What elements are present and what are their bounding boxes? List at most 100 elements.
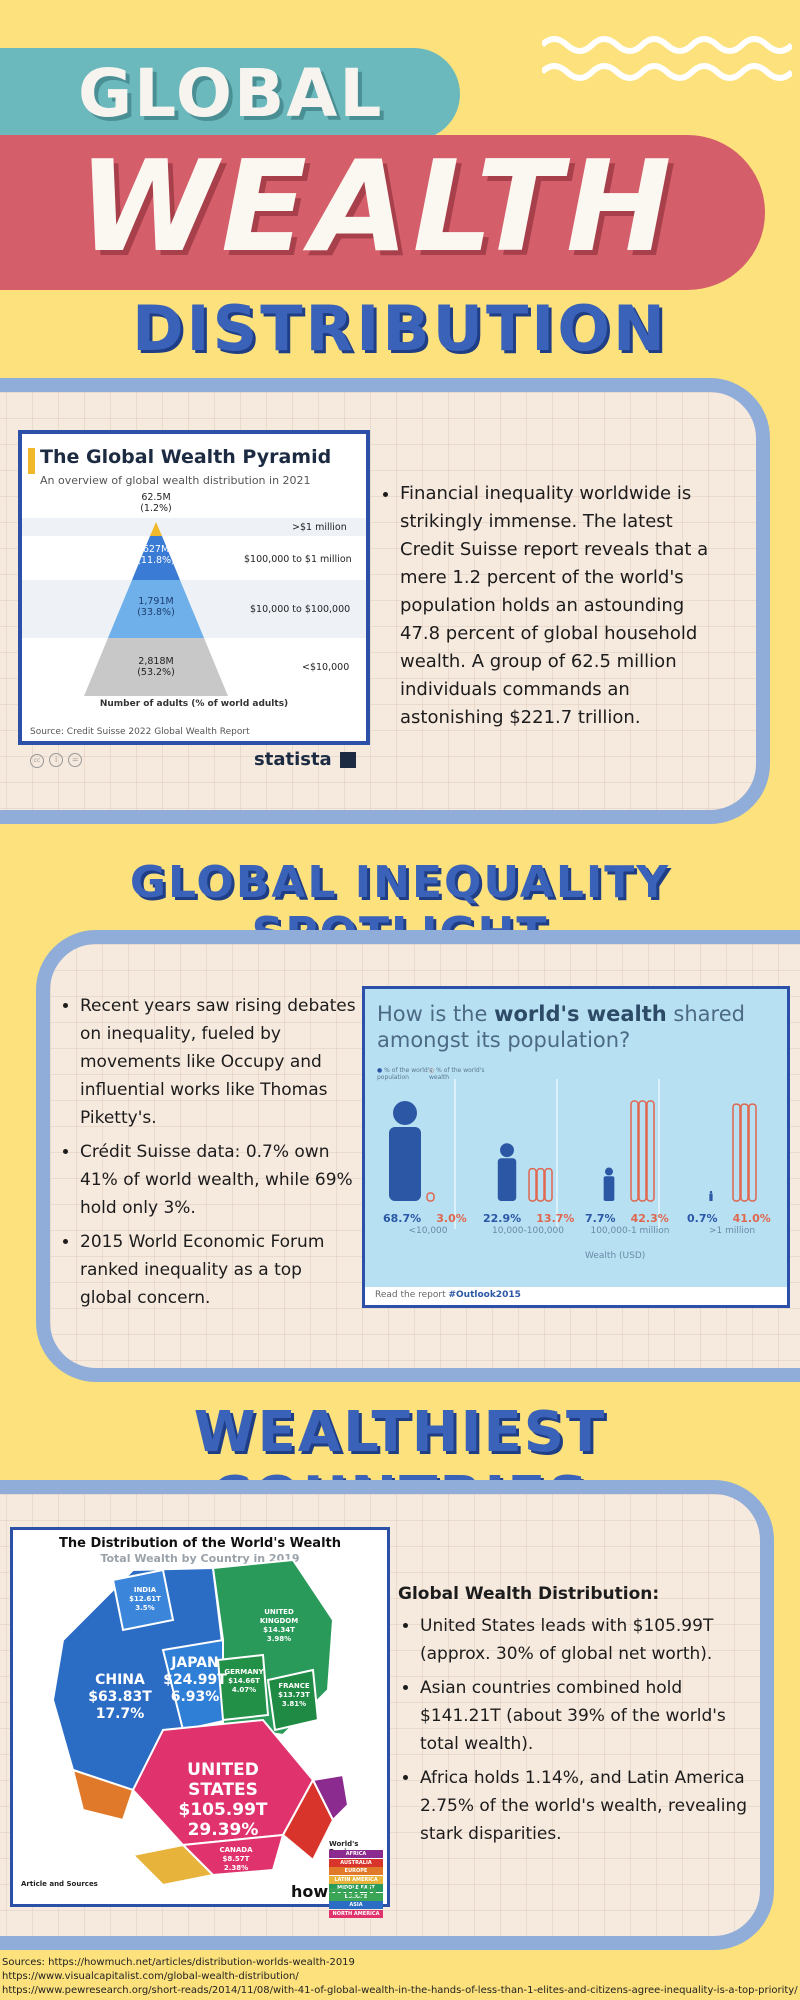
region-pct: 3.5% xyxy=(135,1604,155,1612)
region-value: $14.34T xyxy=(263,1626,295,1634)
howmuch-much: much xyxy=(328,1882,378,1901)
tier-pct: (1.2%) xyxy=(140,503,172,514)
tier-count: 627M xyxy=(142,544,170,555)
pyramid-axis-label: Number of adults (% of world adults) xyxy=(99,699,289,709)
region-name: UNITED STATES xyxy=(187,1760,259,1800)
region-europe-orange xyxy=(71,1768,135,1822)
pyramid-range-1: >$1 million xyxy=(292,522,347,533)
region-name: UNITED KINGDOM xyxy=(259,1608,299,1625)
group-range: <10,000 xyxy=(408,1226,448,1236)
tier-count: 1,791M xyxy=(138,596,174,607)
spotlight-bullet-1: Recent years saw rising debates on inequ… xyxy=(80,992,358,1132)
region-pct: 2.38% xyxy=(223,1864,249,1872)
pyramid-tier-3-label: 1,791M (33.8%) xyxy=(116,596,196,618)
pyramid-tier-4 xyxy=(84,638,228,696)
coin-stack-group-3 xyxy=(638,1100,647,1202)
pyramid-tier-2-label: 627M (11.8%) xyxy=(116,544,196,566)
legend-wealth: ○ % of the world's wealth xyxy=(429,1067,489,1081)
header-teal-band xyxy=(0,48,460,140)
coin-stack-group-4 xyxy=(748,1103,757,1202)
equals-icon: = xyxy=(68,753,83,767)
countries-bullet-2: Asian countries combined hold $141.21T (… xyxy=(420,1674,753,1758)
title-global: GLOBAL xyxy=(78,55,384,132)
pyramid-tier-1 xyxy=(150,522,162,536)
sources-block: Sources: https://howmuch.net/articles/di… xyxy=(2,1956,798,1998)
wealth-share-infographic: How is the world's wealth shared amongst… xyxy=(362,986,790,1308)
group-wealth-pct: 13.7% xyxy=(536,1212,575,1225)
howmuch-how: how xyxy=(291,1882,329,1901)
pyramid-range-2: $100,000 to $1 million xyxy=(244,554,352,565)
label-united-states: UNITED STATES $105.99T 29.39% xyxy=(163,1760,283,1840)
region-value: $63.83T xyxy=(88,1689,152,1705)
header-red-band xyxy=(0,135,765,290)
share-footer: Read the report #Outlook2015 xyxy=(365,1287,787,1305)
region-value: $8.57T xyxy=(222,1855,250,1863)
share-group-1: 68.7% 3.0% <10,000 xyxy=(383,1207,473,1236)
legend-population: ● % of the world's population xyxy=(377,1067,437,1081)
coin-stack-group-3 xyxy=(646,1100,655,1202)
source-link-1[interactable]: Sources: https://howmuch.net/articles/di… xyxy=(2,1957,355,1968)
legend-wealth-label: % of the world's wealth xyxy=(429,1067,485,1081)
share-title: How is the world's wealth shared amongst… xyxy=(377,1001,777,1053)
region-pct: 3.81% xyxy=(281,1700,307,1708)
pyramid-tier-2 xyxy=(132,536,180,580)
group-wealth-pct: 41.0% xyxy=(732,1212,771,1225)
share-title-pre: How is the xyxy=(377,1002,495,1026)
coin-stack-group-3 xyxy=(630,1100,639,1202)
region-pct: 17.7% xyxy=(95,1706,145,1722)
statista-wordmark: statista xyxy=(254,749,332,770)
region-france xyxy=(266,1668,320,1732)
group-wealth-pct: 42.3% xyxy=(630,1212,669,1225)
tier-count: 2,818M xyxy=(138,656,174,667)
tier-count: 62.5M xyxy=(141,492,171,503)
region-value: $13.73T xyxy=(278,1691,310,1699)
legend-row: AFRICA xyxy=(329,1850,383,1858)
coin-stack-group-4 xyxy=(740,1103,749,1202)
source-link-2[interactable]: https://www.visualcapitalist.com/global-… xyxy=(2,1971,299,1982)
share-group-2: 22.9% 13.7% 10,000-100,000 xyxy=(483,1207,574,1236)
pyramid-tier-1-label: 62.5M (1.2%) xyxy=(116,492,196,514)
pyramid-band-1 xyxy=(22,518,366,536)
region-africa xyxy=(311,1773,350,1822)
articles-label: Article and Sources xyxy=(21,1880,98,1888)
wealth-pyramid-chart: The Global Wealth Pyramid An overview of… xyxy=(18,430,370,770)
tier-pct: (53.2%) xyxy=(137,667,175,678)
share-pictogram xyxy=(389,1079,757,1229)
share-footer-text: Read the report xyxy=(375,1290,449,1300)
person-icon: i xyxy=(49,753,64,767)
coin-icon: ○ xyxy=(429,1067,435,1074)
region-latam xyxy=(130,1843,216,1887)
pyramid-tier-4-label: 2,818M (53.2%) xyxy=(116,656,196,678)
section3-subheading: Global Wealth Distribution: xyxy=(398,1584,660,1604)
legend-row: AUSTRALIA xyxy=(329,1858,383,1867)
coin-stack-group-1 xyxy=(426,1192,435,1202)
share-title-post: shared amongst its population? xyxy=(377,1002,745,1052)
person-icon: ● xyxy=(377,1067,383,1074)
share-footer-hashtag[interactable]: #Outlook2015 xyxy=(448,1290,521,1300)
coin-stack-group-2 xyxy=(536,1167,545,1202)
section1-bullet: Financial inequality worldwide is striki… xyxy=(400,480,718,732)
howmuch-logo: howmuch xyxy=(291,1882,377,1901)
label-india: INDIA $12.61T 3.5% xyxy=(121,1586,169,1613)
region-value: $105.99T xyxy=(178,1800,268,1820)
coin-stack-group-2 xyxy=(528,1167,537,1202)
license-icons: cc i = xyxy=(30,747,83,768)
label-japan: JAPAN $24.99T 6.93% xyxy=(163,1655,227,1706)
pyramid-source: Source: Credit Suisse 2022 Global Wealth… xyxy=(30,727,250,737)
group-wealth-pct: 3.0% xyxy=(436,1212,467,1225)
spotlight-bullet-2: Crédit Suisse data: 0.7% own 41% of worl… xyxy=(80,1138,358,1222)
pyramid-range-4: <$10,000 xyxy=(302,662,350,673)
distribution-title: The Distribution of the World's Wealth xyxy=(58,1536,341,1551)
countries-bullet-3: Africa holds 1.14%, and Latin America 2.… xyxy=(420,1764,753,1848)
legend-row: NORTH AMERICA xyxy=(329,1909,383,1918)
legend-row: EUROPE xyxy=(329,1867,383,1875)
group-pop-pct: 68.7% xyxy=(383,1212,422,1225)
legend-row: ASIA xyxy=(329,1901,383,1909)
voronoi-diagram xyxy=(51,1558,350,1887)
legend-population-label: % of the world's population xyxy=(377,1067,433,1081)
group-range: 10,000-100,000 xyxy=(492,1226,564,1236)
pyramid-title: The Global Wealth Pyramid xyxy=(40,446,332,468)
share-group-4: 0.7% 41.0% >1 million xyxy=(687,1207,777,1236)
source-link-3[interactable]: https://www.pewresearch.org/short-reads/… xyxy=(2,1985,798,1996)
region-india xyxy=(111,1568,175,1632)
